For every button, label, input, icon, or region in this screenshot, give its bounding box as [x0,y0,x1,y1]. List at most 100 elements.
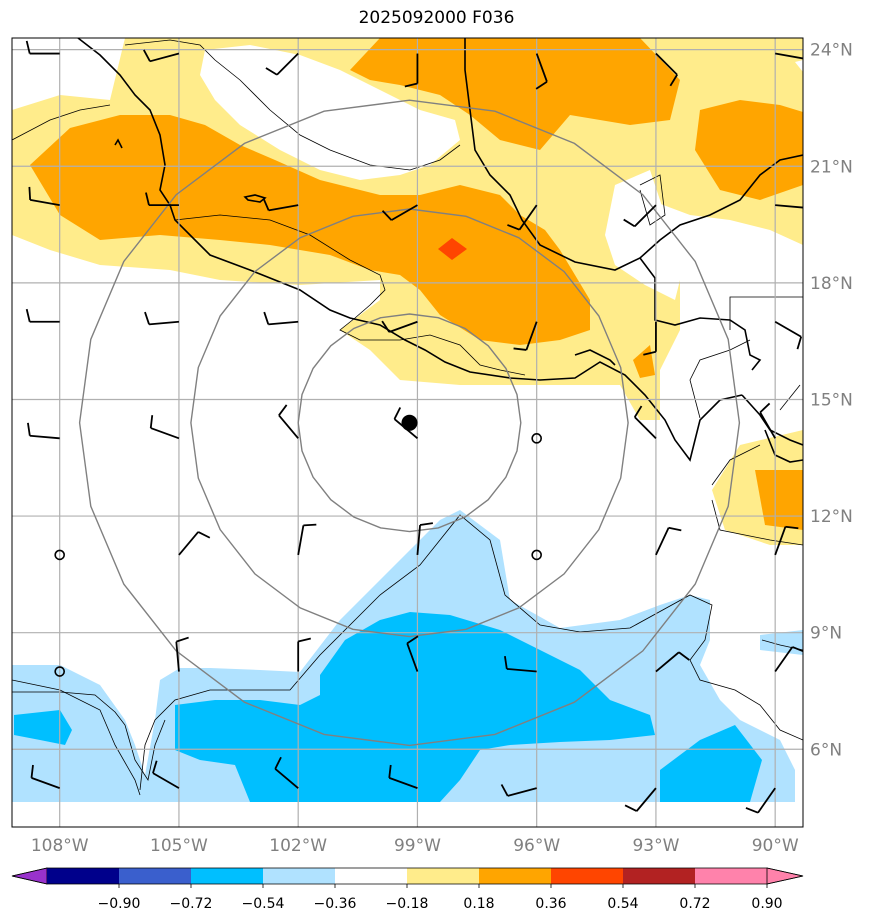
wind-barb [655,52,678,87]
range-ring [190,208,629,638]
orange-band-north [30,115,590,345]
coastline-central-east [764,429,803,463]
wind-barb [149,415,180,440]
wind-barb [25,308,60,323]
storm-center-marker [401,414,418,431]
wind-barb [265,52,299,76]
wind-barb [27,422,60,440]
lon-tick-label: 105°W [150,836,208,856]
lat-tick-label: 12°N [810,507,853,527]
range-ring [78,99,741,747]
wind-barb [262,198,299,212]
wind-barb [507,204,538,231]
wind-barb [775,52,803,60]
wind-barb [381,320,418,333]
range-ring [297,313,522,533]
wind-barb [774,320,803,350]
wind-barb [143,49,180,63]
wind-barb [297,523,317,556]
range-rings [78,99,741,747]
wind-barb [28,186,60,207]
colorbar-label: −0.54 [242,896,285,912]
colorbar-label: −0.36 [314,896,357,912]
colorbar-segment [479,868,552,884]
colorbar-segment [335,868,408,884]
blue-region-west [14,710,72,745]
lon-tick-label: 99°W [394,836,441,856]
wind-barb [500,784,537,797]
boundary-3 [174,214,526,376]
wind-barb [643,321,657,356]
shading-blue [14,612,762,802]
orange-band-top [350,38,680,150]
wind-barb [745,787,776,814]
wind-barb [381,204,418,221]
lon-tick-label: 90°W [752,836,799,856]
map-frame [11,37,804,828]
lightblue-region-east [760,630,803,655]
wind-barb [655,651,690,673]
shading-red-spot [438,238,467,260]
boundary-9 [711,499,803,546]
lat-tick-label: 21°N [810,157,853,177]
wind-barb [406,635,419,672]
coastline-gulf [464,38,803,271]
blue-region-southeast [660,725,762,802]
wind-barb [655,526,682,556]
wind-barb [535,53,548,90]
wind-barb [278,404,299,439]
white-hole-east [605,170,685,300]
white-hole-east-cap [680,240,803,420]
wind-barb [416,522,433,556]
wind-barb-calm [54,666,65,677]
lon-tick-label: 108°W [31,836,89,856]
lat-tick-label: 18°N [810,274,853,294]
coastline-island [243,194,267,203]
wind-barb [774,525,799,556]
lat-tick-label: 6°N [810,740,842,760]
wind-barb-calm [54,549,65,561]
wind-barb-calm [531,549,542,561]
colorbar-label: 0.72 [679,896,710,912]
wind-barb [175,636,189,672]
colorbar-segment [551,868,624,884]
orange-band-northeast [695,100,803,200]
colorbar-label: 0.36 [535,896,566,912]
wind-barb [513,321,538,351]
shading-white-holes [200,45,803,420]
boundary-5 [689,339,751,419]
wind-barb [624,787,657,812]
coastline-yucatan [639,257,762,371]
lat-tick-label: 9°N [810,624,842,644]
longitude-labels: 108°W 105°W 102°W 99°W 96°W 93°W 90°W [31,836,799,856]
boundary-8 [711,444,761,486]
wind-barb [633,405,657,439]
colorbar-segment [119,868,192,884]
colorbar-label: 0.54 [607,896,638,912]
wind-barb [144,311,180,326]
blue-region-central [175,612,655,802]
shading-orange [30,38,803,530]
colorbar-extend-high [766,867,804,885]
wind-barbs [25,40,803,814]
colorbar-segment [695,868,768,884]
wind-barb [152,760,180,789]
colorbar-segment [263,868,336,884]
wind-barb [759,402,776,439]
colorbar-label: −0.90 [98,896,141,912]
wind-barb [388,764,418,789]
colorbar-extend-low [11,867,48,885]
colorbar: −0.90 −0.72 −0.54 −0.36 −0.18 0.18 0.36 0.54 0.7… [11,867,804,912]
wind-barb [25,40,60,55]
colorbar-label: 0.90 [751,896,782,912]
white-hole-north [200,45,460,180]
wind-barb [404,53,419,88]
wind-barb [623,204,657,228]
colorbar-segment [407,868,480,884]
wind-barb-calm [531,433,542,444]
boundary-13 [12,691,166,782]
coastline-mexico-west [77,38,743,462]
wind-barb [145,192,179,207]
wind-barb [178,531,211,556]
